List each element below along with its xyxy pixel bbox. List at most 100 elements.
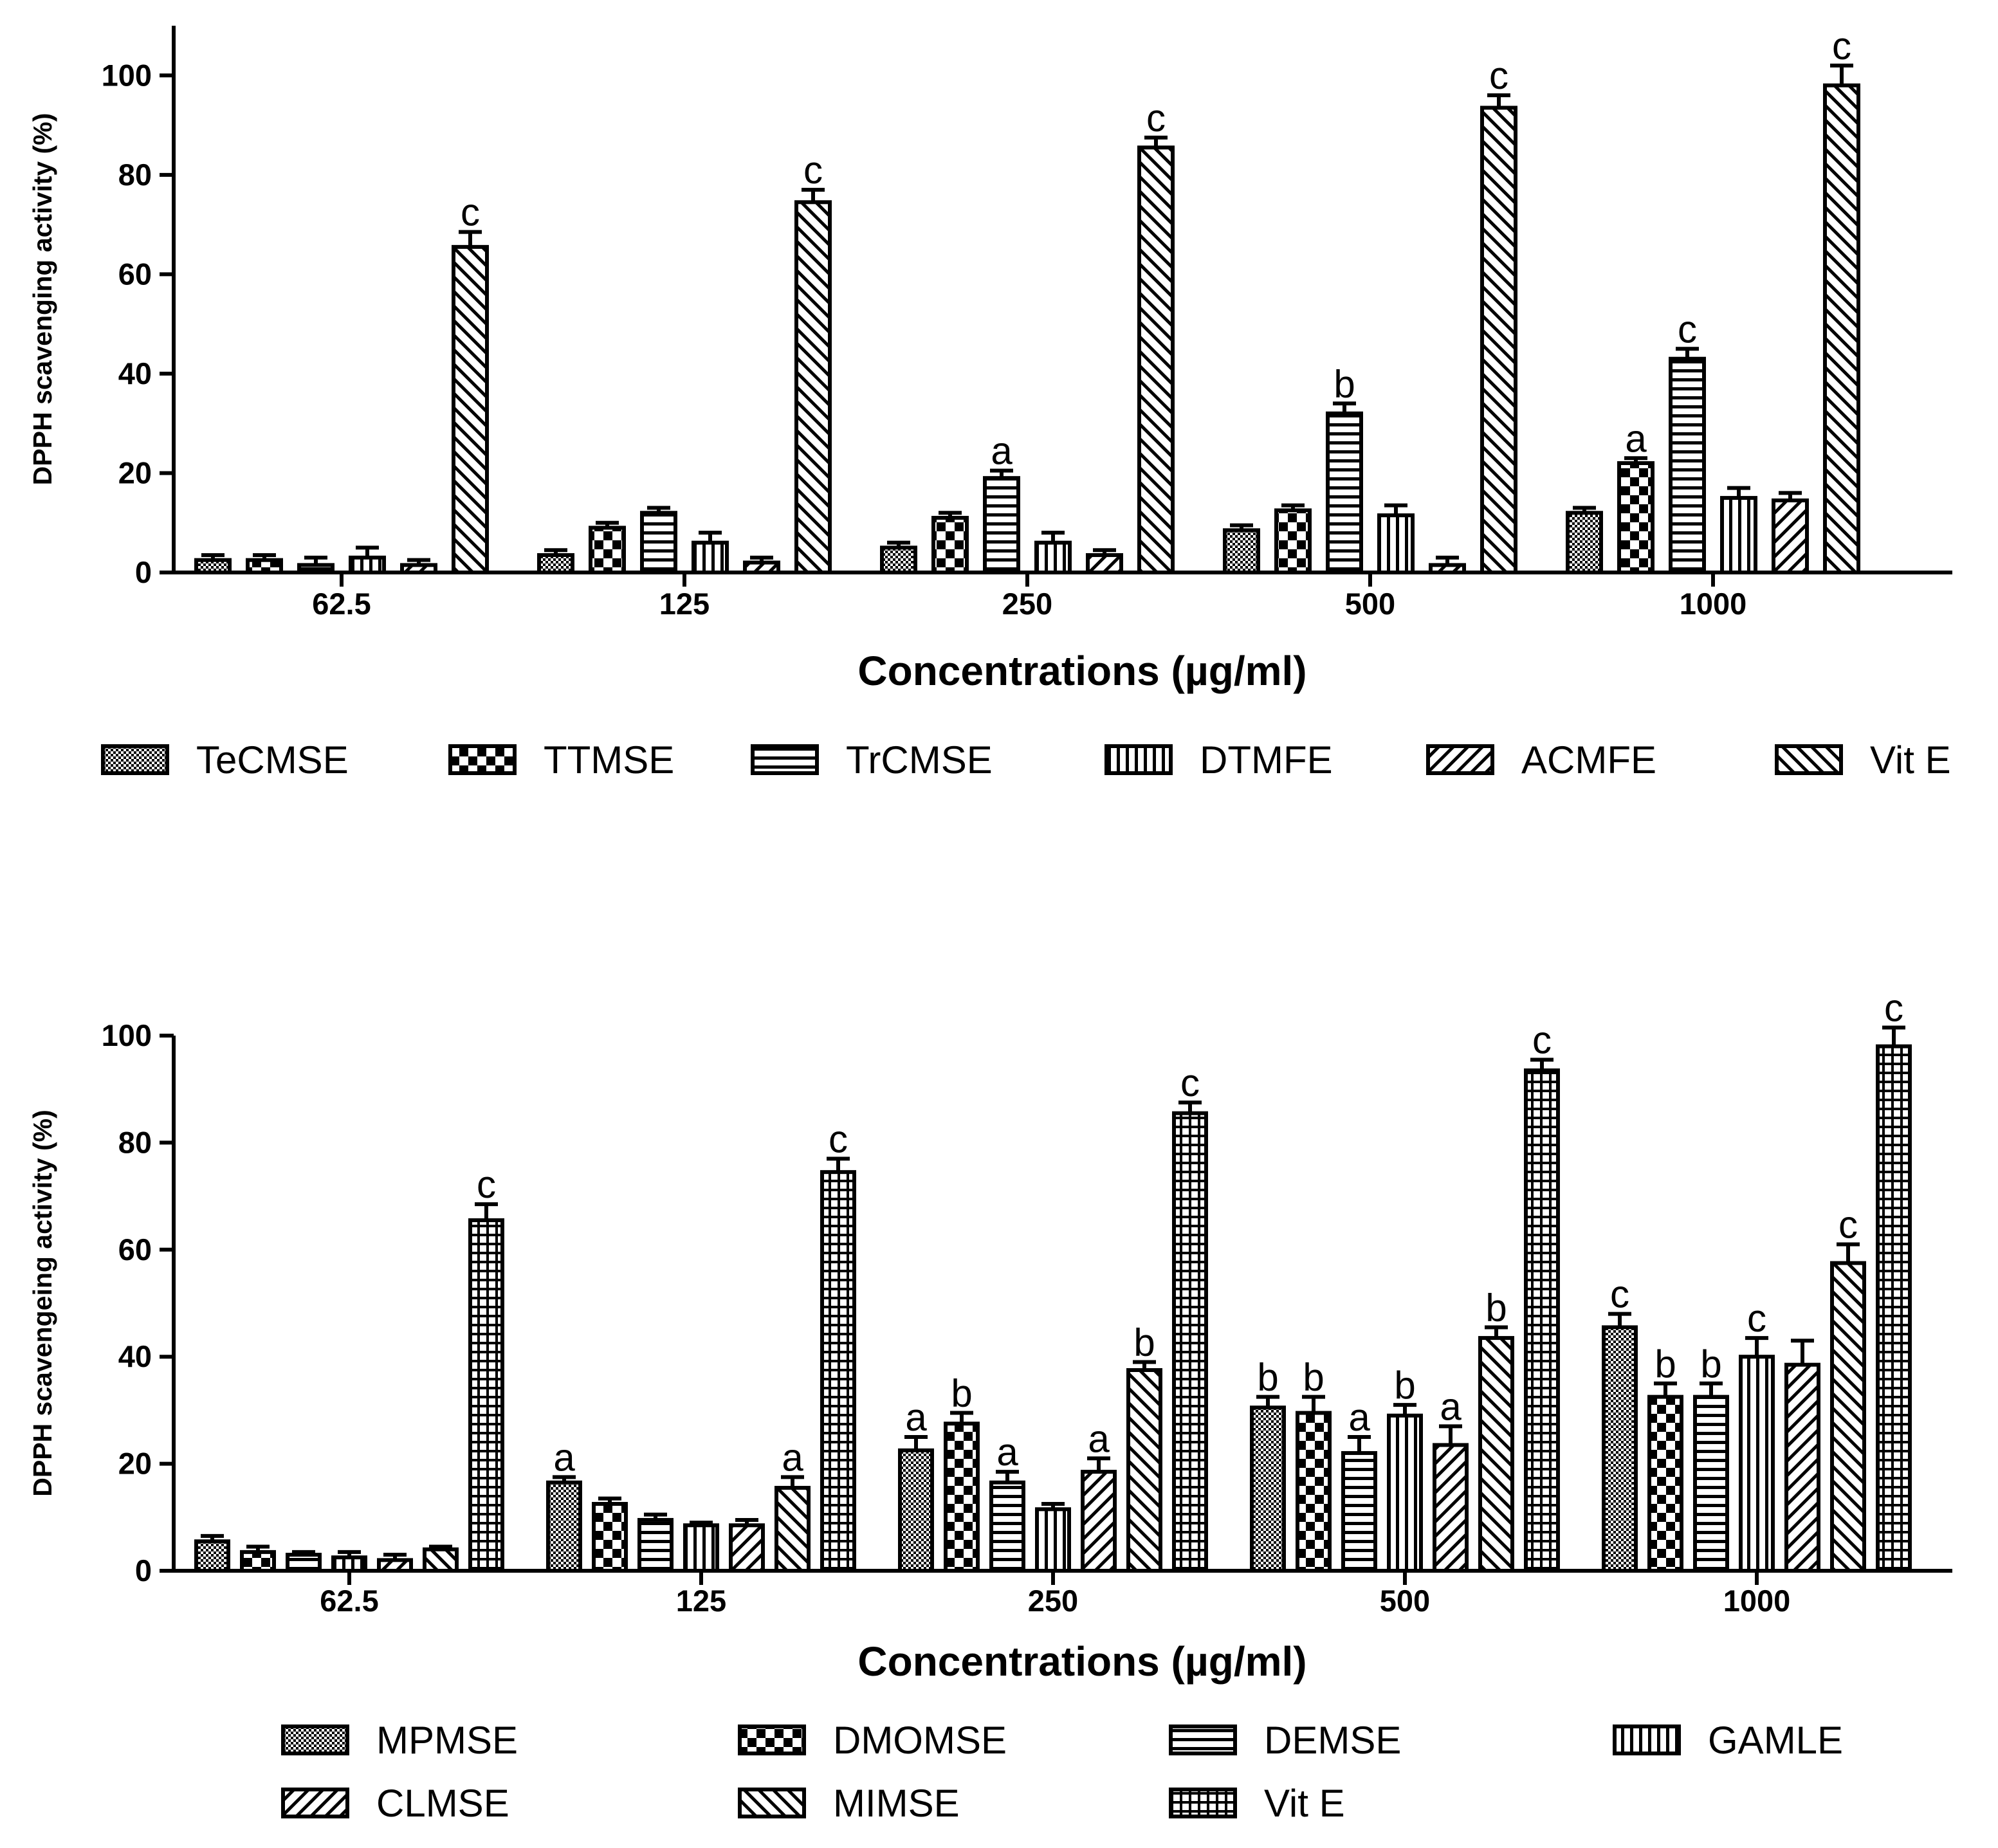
significance-label: c xyxy=(1489,54,1508,97)
bar-ttmse xyxy=(1274,508,1312,575)
bar-gamle xyxy=(1387,1413,1423,1573)
bar-ttmse xyxy=(246,558,283,575)
bar-dmomse xyxy=(240,1550,276,1573)
category-label: 500 xyxy=(1380,1584,1430,1618)
category-label: 250 xyxy=(1028,1584,1078,1618)
significance-label: a xyxy=(1348,1396,1370,1439)
y-tick-label: 40 xyxy=(118,356,152,390)
significance-label: c xyxy=(829,1117,848,1160)
significance-label: a xyxy=(1088,1417,1110,1460)
significance-label: b xyxy=(951,1372,972,1415)
significance-label: a xyxy=(782,1436,803,1479)
bar-mpmse xyxy=(1602,1325,1638,1573)
category-label: 125 xyxy=(659,587,710,621)
bar-demse xyxy=(637,1517,674,1573)
significance-label: a xyxy=(991,430,1013,473)
bar-vit-e xyxy=(452,244,489,574)
bar-vit-e xyxy=(820,1170,856,1573)
bar-gamle xyxy=(1739,1355,1775,1573)
significance-label: c xyxy=(1678,307,1697,351)
bar-acmfe xyxy=(400,563,437,575)
significance-label: c xyxy=(461,191,480,234)
bar-gamle xyxy=(683,1523,719,1573)
legend-swatch-mpmse xyxy=(281,1724,349,1755)
legend-swatch-mimse xyxy=(738,1788,806,1818)
bar-demse xyxy=(1693,1395,1729,1573)
bar-clmse xyxy=(1784,1362,1820,1573)
category-label: 500 xyxy=(1345,587,1395,621)
bar-tecmse xyxy=(537,553,574,574)
bar-trcmse xyxy=(1326,411,1363,575)
y-axis-label: DPPH scavengeing activity (%) xyxy=(28,1110,57,1497)
y-tick-label: 60 xyxy=(118,1232,152,1267)
bar-mpmse xyxy=(898,1448,934,1573)
chart-bottom: 0 20 40 60 80 100 DPPH scavengeing activity (%… xyxy=(28,987,1952,1825)
significance-label: c xyxy=(1747,1297,1766,1340)
bar-tecmse xyxy=(1223,528,1260,574)
significance-label: b xyxy=(1700,1342,1721,1386)
bar-demse xyxy=(286,1553,322,1573)
legend-label-trcmse: TrCMSE xyxy=(846,738,993,782)
bar-acmfe xyxy=(1429,563,1466,575)
bar-dtmfe xyxy=(692,540,729,574)
significance-label: c xyxy=(1532,1018,1552,1061)
bar-trcmse xyxy=(1669,356,1706,575)
x-axis-title: Concentrations (µg/ml) xyxy=(857,1638,1306,1685)
bar-vit-e xyxy=(1876,1044,1912,1573)
bar-mpmse xyxy=(1250,1405,1286,1573)
y-tick-label: 100 xyxy=(102,58,152,92)
bar-dtmfe xyxy=(349,555,386,574)
legend-swatch-vit-e xyxy=(1169,1788,1237,1818)
significance-label: c xyxy=(1146,96,1166,140)
legend-label-mpmse: MPMSE xyxy=(376,1719,518,1762)
bar-dtmfe xyxy=(1034,540,1072,574)
bar-dmomse xyxy=(1296,1411,1332,1573)
bar-mimse xyxy=(1126,1368,1162,1573)
bar-acmfe xyxy=(1772,498,1809,574)
bar-demse xyxy=(989,1480,1025,1573)
significance-label: a xyxy=(1625,417,1647,460)
legend-label-vit-e: Vit E xyxy=(1870,738,1951,782)
bar-vit-e xyxy=(468,1218,504,1573)
y-tick-label: 60 xyxy=(118,257,152,291)
significance-label: c xyxy=(1180,1061,1200,1104)
legend-swatch-demse xyxy=(1169,1724,1237,1755)
category-label: 1000 xyxy=(1680,587,1747,621)
significance-label: a xyxy=(905,1396,927,1439)
category-label: 1000 xyxy=(1723,1584,1791,1618)
legend-swatch-clmse xyxy=(281,1788,349,1818)
chart-top: 0 20 40 60 80 100 DPPH scavenging activity (%)… xyxy=(28,24,1952,782)
bar-mpmse xyxy=(546,1480,582,1573)
x-axis-title: Concentrations (µg/ml) xyxy=(857,648,1306,694)
bar-gamle xyxy=(1035,1507,1071,1573)
bar-mimse xyxy=(1830,1261,1866,1573)
bar-vit-e xyxy=(1823,83,1860,574)
y-tick-label: 40 xyxy=(118,1339,152,1373)
significance-label: c xyxy=(803,149,823,192)
bar-vit-e xyxy=(1172,1111,1208,1573)
y-tick-label: 80 xyxy=(118,158,152,192)
bar-mpmse xyxy=(194,1539,230,1573)
legend-swatch-gamle xyxy=(1613,1724,1681,1755)
bar-mimse xyxy=(774,1486,811,1573)
bar-acmfe xyxy=(743,560,780,575)
bar-dmomse xyxy=(1647,1395,1683,1573)
y-tick-label: 80 xyxy=(118,1125,152,1159)
legend-swatch-ttmse xyxy=(448,744,517,775)
legend-label-gamle: GAMLE xyxy=(1708,1719,1843,1762)
legend-label-mimse: MIMSE xyxy=(833,1782,960,1825)
legend-swatch-vit-e xyxy=(1775,744,1843,775)
significance-label: a xyxy=(1440,1385,1462,1428)
y-tick-label: 0 xyxy=(135,555,152,589)
category-label: 250 xyxy=(1002,587,1052,621)
legend-label-ttmse: TTMSE xyxy=(544,738,674,782)
significance-label: c xyxy=(1610,1273,1629,1316)
category-label: 62.5 xyxy=(312,587,371,621)
significance-label: c xyxy=(1838,1203,1858,1246)
bar-demse xyxy=(1341,1450,1377,1573)
significance-label: b xyxy=(1394,1364,1415,1407)
significance-label: b xyxy=(1654,1342,1676,1386)
bar-acmfe xyxy=(1086,553,1123,574)
legend-label-tecmse: TeCMSE xyxy=(196,738,349,782)
bar-gamle xyxy=(331,1555,367,1573)
